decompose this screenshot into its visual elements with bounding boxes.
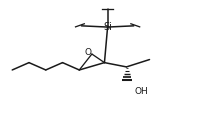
Text: O: O [84,48,91,57]
Text: Si: Si [103,22,112,32]
Text: OH: OH [135,87,149,96]
